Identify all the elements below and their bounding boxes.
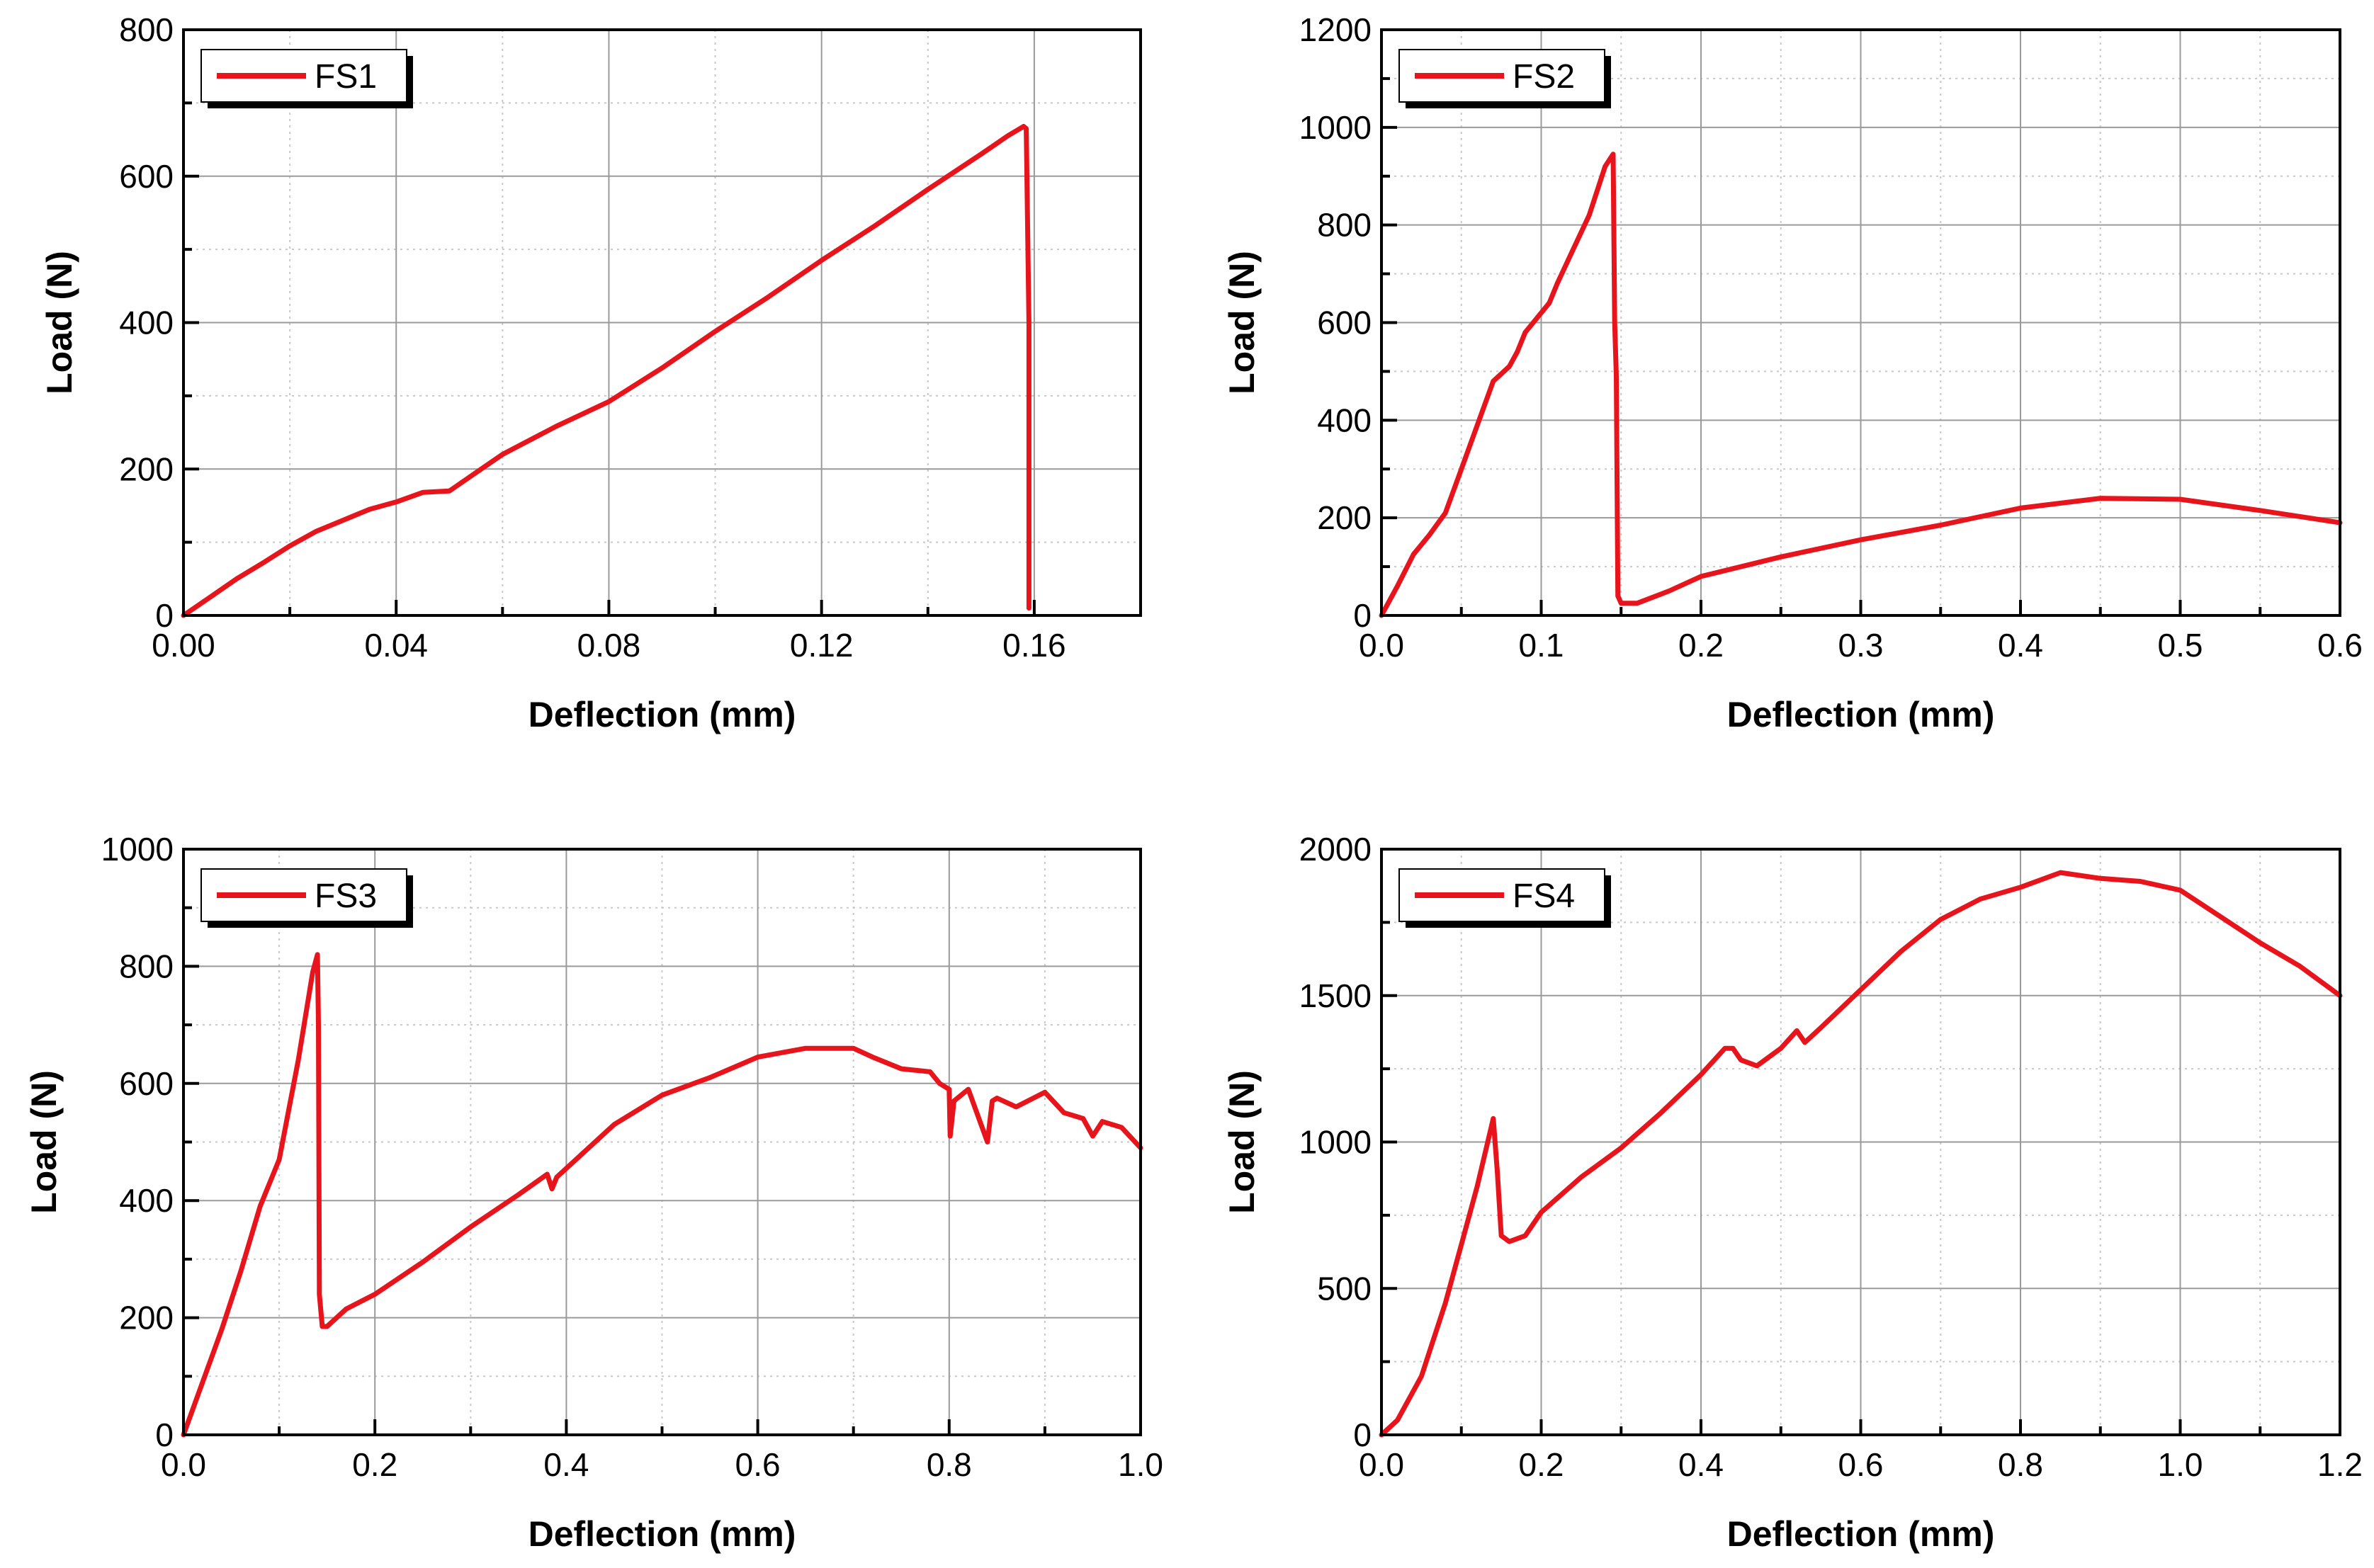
y-tick-label: 1000 (1299, 1124, 1372, 1161)
x-tick-label: 0.3 (1838, 627, 1884, 664)
y-axis-title: Load (N) (1222, 251, 1262, 394)
x-axis-title: Deflection (mm) (1727, 1514, 1995, 1554)
chart-panel-2: 0.0 0.1 0.2 0.3 0.4 0.5 0.6 0 200 400 600 800 1000 12… (1222, 11, 2363, 734)
x-tick-label: 0.08 (577, 627, 641, 664)
x-tick-label: 0.4 (1678, 1446, 1724, 1483)
x-tick-label: 0.4 (1998, 627, 2043, 664)
x-tick-label: 0.12 (790, 627, 854, 664)
y-tick-label: 200 (119, 450, 174, 487)
x-axis-title: Deflection (mm) (1727, 695, 1995, 734)
x-tick-label: 0.0 (161, 1446, 206, 1483)
series-line-fs3 (181, 952, 1143, 1438)
x-tick-label: 0.2 (1678, 627, 1724, 664)
y-tick-label: 400 (119, 1182, 174, 1219)
chart-panel-4: 0.0 0.2 0.4 0.6 0.8 1.0 1.2 0 500 1000 1500 2000 Def… (1222, 831, 2363, 1554)
y-tick-label: 400 (119, 305, 174, 341)
series-line-fs2 (1379, 152, 2343, 618)
x-tick-label: 0.0 (1359, 1446, 1404, 1483)
x-tick-label: 0.0 (1359, 627, 1404, 664)
x-tick-label: 0.5 (2158, 627, 2203, 664)
y-tick-label: 1000 (1299, 109, 1372, 146)
y-tick-label: 800 (1317, 207, 1372, 244)
legend-label: FS4 (1513, 877, 1575, 915)
x-tick-label: 0.8 (927, 1446, 972, 1483)
chart-panel-1: 0.00 0.04 0.08 0.12 0.16 0 200 400 600 800 Deflect… (40, 11, 1142, 734)
y-tick-label: 1200 (1299, 11, 1372, 48)
chart-panel-3: 0.0 0.2 0.4 0.6 0.8 1.0 0 200 400 600 800 1000 Defle… (24, 831, 1163, 1554)
y-tick-label: 0 (155, 1416, 174, 1453)
plot-frame (182, 848, 1142, 1436)
y-axis-title: Load (N) (1222, 1070, 1262, 1214)
y-axis-title: Load (N) (40, 251, 79, 394)
y-tick-label: 400 (1317, 402, 1372, 438)
x-tick-label: 0.6 (1838, 1446, 1884, 1483)
x-axis-title: Deflection (mm) (529, 1514, 796, 1554)
x-axis-title: Deflection (mm) (529, 695, 796, 734)
y-tick-label: 600 (119, 1065, 174, 1102)
plot-frame (1380, 28, 2341, 617)
legend: FS3 (200, 868, 413, 928)
legend-label: FS1 (315, 58, 377, 96)
x-tick-label: 0.04 (364, 627, 428, 664)
y-tick-label: 800 (119, 948, 174, 984)
x-tick-label: 1.0 (2158, 1446, 2203, 1483)
x-tick-label: 0.4 (543, 1446, 589, 1483)
x-tick-label: 0.16 (1002, 627, 1066, 664)
x-tick-label: 0.6 (735, 1446, 781, 1483)
plot-frame (1380, 848, 2341, 1436)
x-tick-label: 1.0 (1118, 1446, 1163, 1483)
x-tick-label: 1.2 (2317, 1446, 2363, 1483)
x-tick-label: 0.8 (1998, 1446, 2043, 1483)
legend-label: FS3 (315, 877, 377, 915)
y-tick-label: 1500 (1299, 977, 1372, 1014)
y-tick-label: 600 (1317, 305, 1372, 341)
y-axis-title: Load (N) (24, 1070, 64, 1214)
y-tick-label: 0 (1353, 1416, 1372, 1453)
x-tick-label: 0.00 (152, 627, 215, 664)
y-tick-label: 500 (1317, 1270, 1372, 1307)
x-tick-label: 0.1 (1519, 627, 1564, 664)
series-line-fs1 (181, 124, 1031, 618)
x-tick-label: 0.2 (352, 1446, 397, 1483)
series-line-fs4 (1379, 870, 2343, 1438)
y-tick-label: 200 (1317, 499, 1372, 536)
y-tick-label: 0 (1353, 597, 1372, 634)
x-tick-label: 0.6 (2317, 627, 2363, 664)
y-tick-label: 600 (119, 158, 174, 195)
plot-frame (182, 28, 1142, 617)
y-tick-label: 200 (119, 1300, 174, 1336)
y-tick-label: 2000 (1299, 831, 1372, 868)
y-tick-label: 0 (155, 597, 174, 634)
y-tick-label: 800 (119, 11, 174, 48)
legend: FS2 (1398, 49, 1611, 108)
legend: FS1 (200, 49, 413, 108)
x-tick-label: 0.2 (1519, 1446, 1564, 1483)
legend-label: FS2 (1513, 58, 1575, 96)
y-tick-label: 1000 (101, 831, 174, 868)
legend: FS4 (1398, 868, 1611, 928)
